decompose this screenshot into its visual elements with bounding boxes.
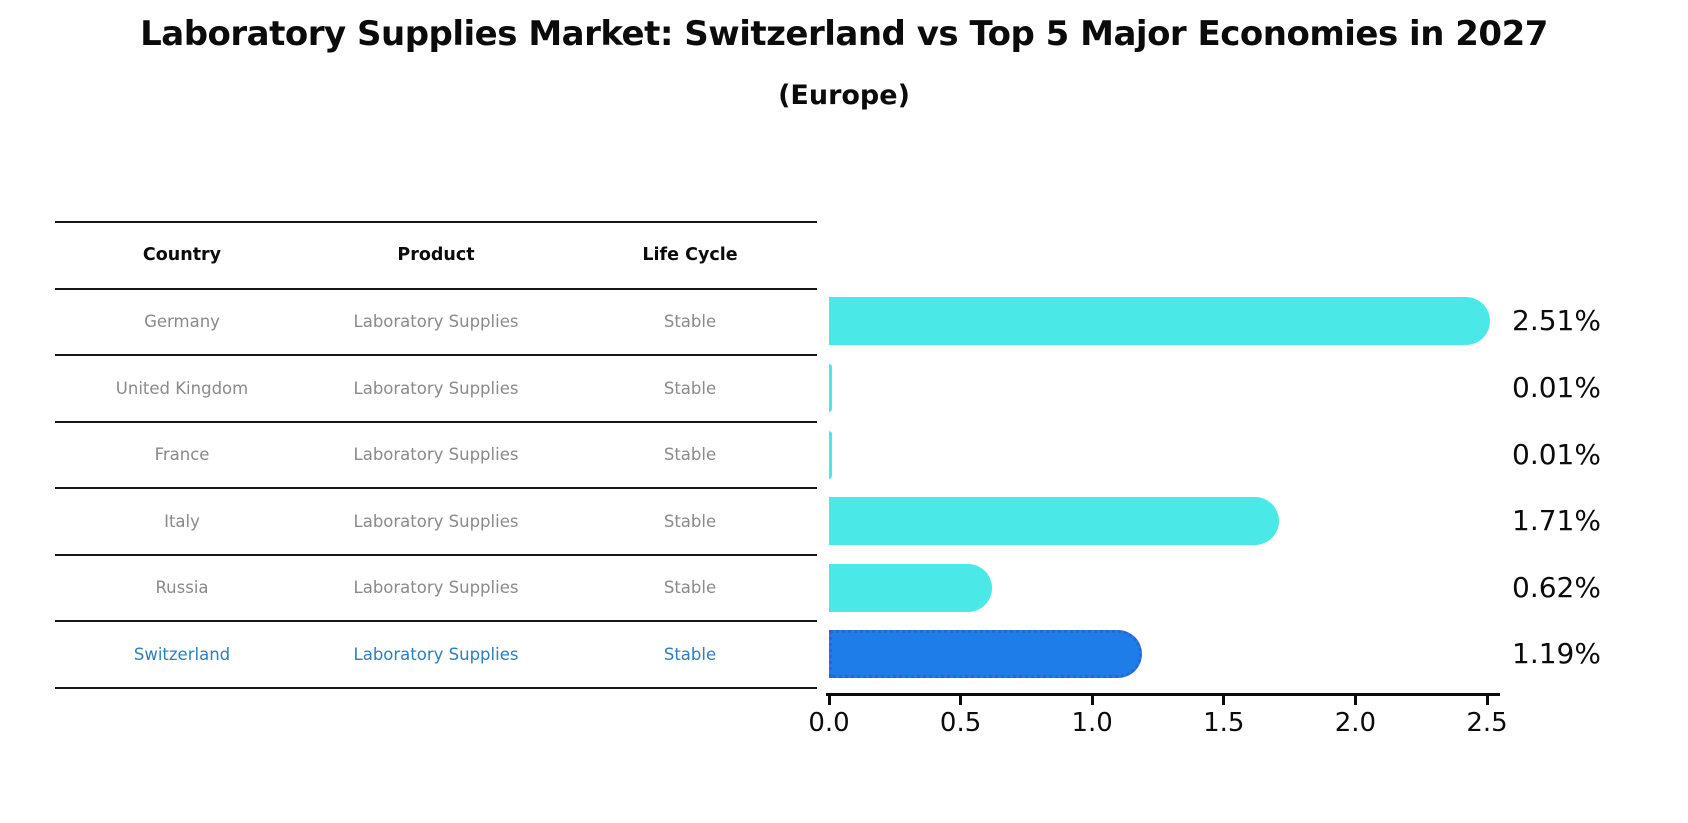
bar-value-label: 1.19% [1512,637,1601,670]
x-axis-tick [1353,696,1357,705]
column-header-life-cycle: Life Cycle [642,245,738,266]
cell-country: Switzerland [133,644,231,664]
x-axis-tick [1090,696,1094,705]
table-row: Switzerland Laboratory Supplies Stable [55,620,817,687]
x-axis-tick-label: 1.0 [1071,708,1113,738]
bar-value-label: 1.71% [1512,504,1601,537]
bar-france [829,430,832,479]
x-axis-tick [1485,696,1489,705]
cell-life-cycle: Stable [663,511,717,531]
bar-germany [829,297,1490,345]
x-axis-tick [1222,696,1226,705]
table-row: Italy Laboratory Supplies Stable [55,487,817,554]
bar-highlight-switzerland [829,630,1142,678]
x-axis-tick [959,696,963,705]
cell-life-cycle: Stable [663,445,717,465]
cell-life-cycle: Stable [663,644,717,664]
x-axis-tick-label: 2.5 [1466,708,1508,738]
cell-country: Italy [164,511,200,531]
cell-product: Laboratory Supplies [353,644,519,664]
bar-value-label: 2.51% [1512,304,1601,337]
cell-product: Laboratory Supplies [353,445,519,465]
cell-product: Laboratory Supplies [353,312,519,332]
table-row: Germany Laboratory Supplies Stable [55,287,817,355]
x-axis-line [826,693,1500,696]
bar-value-label: 0.01% [1512,437,1601,471]
cell-country: France [154,445,210,465]
bar-value-label: 0.01% [1512,371,1601,404]
country-table: Country Product Life Cycle Germany Labora… [55,221,817,689]
chart-subtitle: (Europe) [778,80,910,111]
cell-country: United Kingdom [115,378,249,398]
x-axis-tick-label: 0.0 [808,708,850,738]
bar-value-label: 0.62% [1512,570,1601,604]
bar-italy [829,497,1279,545]
table-row: Russia Laboratory Supplies Stable [55,553,817,621]
x-axis-tick-label: 1.5 [1203,708,1245,738]
x-axis-tick-label: 0.5 [939,708,982,738]
cell-product: Laboratory Supplies [353,378,519,398]
column-header-country: Country [142,245,222,266]
table-row: France Laboratory Supplies Stable [55,420,817,488]
cell-country: Germany [144,312,220,332]
chart-title: Laboratory Supplies Market: Switzerland … [140,14,1548,54]
table-row: United Kingdom Laboratory Supplies Stable [55,354,817,421]
cell-country: Russia [155,578,209,598]
cell-life-cycle: Stable [663,312,717,332]
x-axis-tick-label: 2.0 [1334,708,1377,738]
bar-russia [829,563,992,612]
cell-life-cycle: Stable [663,578,717,598]
cell-product: Laboratory Supplies [353,511,519,531]
table-header-row: Country Product Life Cycle [55,221,817,288]
x-axis-tick [827,696,831,705]
cell-life-cycle: Stable [663,378,717,398]
bar-united-kingdom [829,364,832,412]
column-header-product: Product [397,245,475,266]
cell-product: Laboratory Supplies [353,578,519,598]
